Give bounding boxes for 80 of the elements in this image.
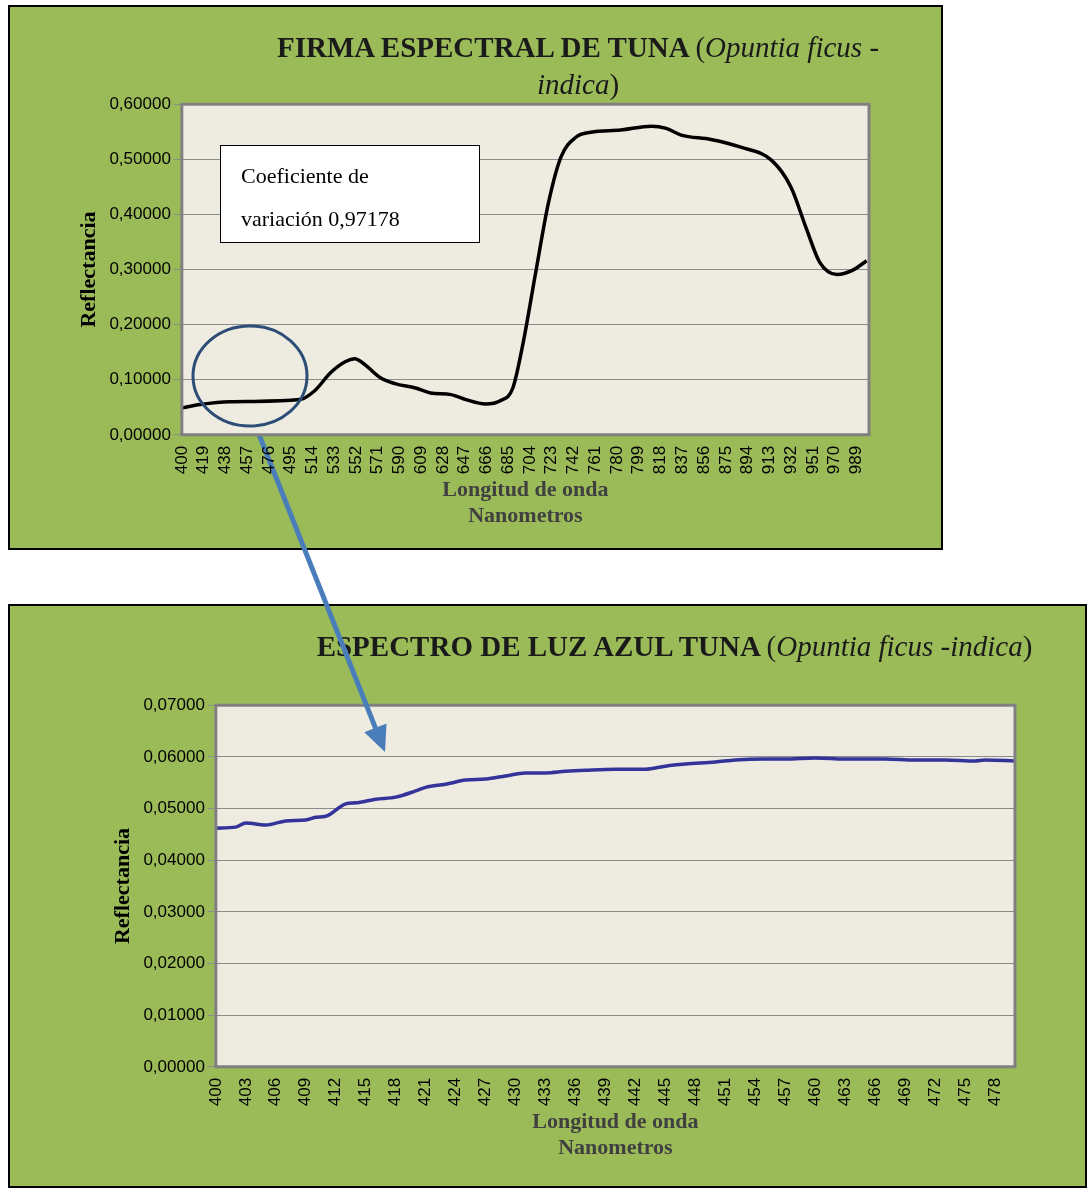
x-tick-label: 818 — [650, 445, 670, 475]
x-tick-label: 457 — [236, 445, 256, 475]
x-tick-label: 875 — [715, 445, 735, 475]
y-tick-label: 0,50000 — [109, 148, 171, 168]
x-tick-label: 894 — [737, 445, 757, 475]
x-tick-label: 761 — [584, 445, 604, 475]
x-tick-label: 438 — [215, 445, 235, 475]
x-tick-label: 400 — [171, 445, 191, 475]
x-tick-label: 476 — [258, 445, 278, 475]
x-tick-label: 856 — [693, 445, 713, 475]
x-tick-label: 552 — [345, 445, 365, 475]
x-tick-label: 451 — [715, 1077, 734, 1107]
y-tick-label: 0,05000 — [143, 798, 205, 818]
y-tick-label: 0,20000 — [109, 314, 171, 334]
x-tick-label: 723 — [541, 445, 561, 475]
x-tick-label: 495 — [280, 445, 300, 475]
x-tick-label: 970 — [824, 445, 844, 475]
x-tick-label: 419 — [193, 445, 213, 475]
x-tick-label: 454 — [744, 1077, 764, 1107]
y-tick-label: 0,60000 — [109, 93, 171, 113]
x-tick-label: 436 — [565, 1077, 585, 1107]
x-tick-label: 609 — [410, 445, 430, 475]
x-tick-label: 433 — [535, 1077, 555, 1107]
x-tick-label: 666 — [476, 445, 496, 475]
y-axis-title: Reflectancia — [108, 827, 134, 945]
y-tick-label: 0,00000 — [109, 424, 171, 444]
y-tick-label: 0,30000 — [109, 259, 171, 279]
chart-title: FIRMA ESPECTRAL DE TUNA (Opuntia ficus -indica) — [276, 31, 880, 100]
x-tick-label: 704 — [519, 445, 539, 475]
x-tick-label: 478 — [984, 1077, 1004, 1107]
x-tick-label: 466 — [864, 1077, 884, 1107]
x-tick-label: 571 — [367, 445, 387, 475]
x-tick-label: 430 — [505, 1077, 525, 1107]
x-tick-label: 628 — [432, 445, 452, 475]
y-axis-title: Reflectancia — [74, 211, 100, 328]
x-tick-label: 590 — [389, 445, 409, 475]
x-tick-label: 403 — [235, 1077, 255, 1107]
x-tick-label: 415 — [355, 1077, 375, 1107]
x-tick-label: 475 — [954, 1077, 974, 1107]
y-tick-label: 0,00000 — [143, 1056, 205, 1076]
x-tick-label: 457 — [774, 1077, 794, 1107]
x-tick-label: 463 — [834, 1077, 854, 1107]
y-tick-label: 0,07000 — [143, 694, 205, 714]
x-tick-label: 514 — [302, 445, 322, 475]
x-tick-label: 837 — [672, 445, 692, 475]
x-tick-label: 409 — [295, 1077, 315, 1107]
x-tick-label: 427 — [475, 1077, 495, 1107]
y-tick-label: 0,03000 — [143, 901, 205, 921]
x-tick-label: 780 — [606, 445, 626, 475]
x-tick-label: 442 — [625, 1077, 645, 1107]
x-tick-label: 445 — [655, 1077, 675, 1107]
x-tick-label: 533 — [323, 445, 343, 475]
x-tick-label: 412 — [325, 1077, 345, 1107]
y-tick-label: 0,01000 — [143, 1004, 205, 1024]
x-tick-label: 439 — [595, 1077, 615, 1107]
x-tick-label: 406 — [265, 1077, 285, 1107]
x-tick-label: 460 — [804, 1077, 824, 1107]
y-tick-label: 0,06000 — [143, 746, 205, 766]
x-axis-title: Longitud de onda Nanometros — [442, 476, 609, 528]
y-tick-label: 0,40000 — [109, 204, 171, 224]
x-axis-title: Longitud de onda Nanometros — [532, 1108, 699, 1160]
y-tick-label: 0,10000 — [109, 369, 171, 389]
y-tick-label: 0,04000 — [143, 849, 205, 869]
x-tick-label: 951 — [802, 445, 822, 475]
x-tick-label: 742 — [563, 445, 583, 475]
x-tick-label: 400 — [205, 1077, 225, 1107]
x-tick-label: 913 — [759, 445, 779, 475]
x-tick-label: 647 — [454, 445, 474, 475]
x-tick-label: 932 — [780, 445, 800, 475]
x-tick-label: 421 — [415, 1077, 435, 1107]
x-tick-label: 799 — [628, 445, 648, 475]
x-tick-label: 424 — [445, 1077, 465, 1107]
x-tick-label: 469 — [894, 1077, 914, 1107]
y-tick-label: 0,02000 — [143, 953, 205, 973]
x-tick-label: 989 — [846, 445, 866, 475]
x-tick-label: 418 — [385, 1077, 405, 1107]
x-tick-label: 472 — [924, 1077, 944, 1107]
x-tick-label: 685 — [497, 445, 517, 475]
text-box: Coeficiente de variación 0,97178 — [220, 145, 480, 243]
x-tick-label: 448 — [685, 1077, 705, 1107]
